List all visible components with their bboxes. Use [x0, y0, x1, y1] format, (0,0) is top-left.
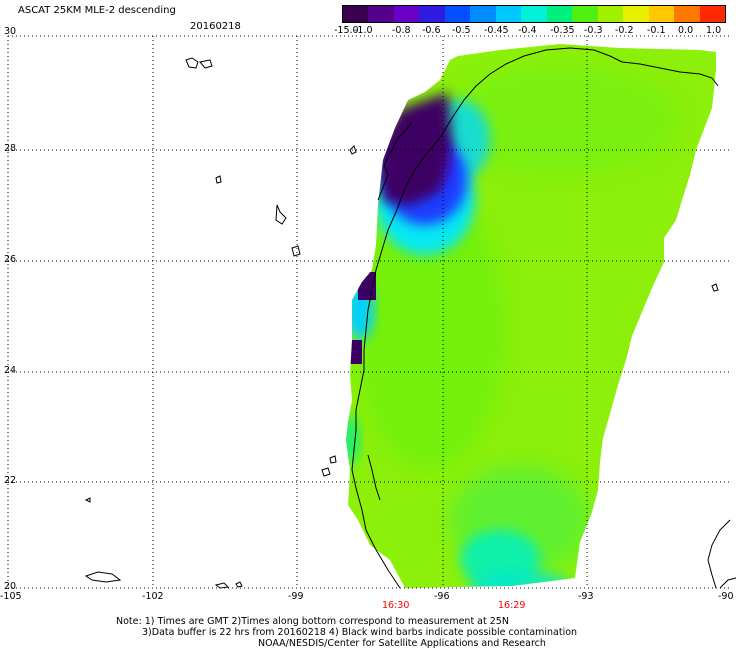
note-line-1: Note: 1) Times are GMT 2)Times along bot… — [116, 616, 509, 627]
colorbar-swatch — [674, 6, 700, 22]
colorbar-swatch — [597, 6, 624, 22]
lon-label--90: -90 — [718, 591, 734, 602]
note-line-3: NOAA/NESDIS/Center for Satellite Applica… — [258, 638, 546, 649]
colorbar — [342, 5, 726, 23]
colorbar-swatch — [495, 6, 522, 22]
colorbar-label: -0.45 — [484, 25, 509, 36]
colorbar-swatch — [572, 6, 598, 22]
colorbar-swatch — [546, 6, 573, 22]
note-line-2: 3)Data buffer is 22 hrs from 20160218 4)… — [142, 627, 578, 638]
lon-label--99: -99 — [288, 591, 304, 602]
colorbar-swatch — [444, 6, 471, 22]
plot-frame — [7, 36, 730, 589]
colorbar-label: 0.0 — [678, 25, 694, 36]
colorbar-label: -0.2 — [615, 25, 634, 36]
time-label-2: 16:29 — [498, 600, 526, 611]
latitude-gridlines — [8, 35, 730, 483]
colorbar-swatch — [368, 6, 394, 22]
colorbar-label: -0.6 — [422, 25, 441, 36]
colorbar-label: -1.0 — [354, 25, 373, 36]
lat-label-20: 20 — [4, 581, 17, 592]
product-title: ASCAT 25KM MLE-2 descending — [18, 5, 176, 16]
time-label-1: 16:30 — [382, 600, 410, 611]
colorbar-label: -0.35 — [550, 25, 575, 36]
colorbar-swatch — [623, 6, 649, 22]
colorbar-label: -0.1 — [647, 25, 666, 36]
colorbar-swatch — [343, 6, 369, 22]
lon-label--105: -105 — [0, 591, 22, 602]
wind-field-swath — [346, 44, 716, 588]
longitude-gridlines — [152, 36, 588, 588]
lon-label--96: -96 — [434, 591, 450, 602]
coastline — [351, 47, 737, 589]
colorbar-label: 1.0 — [706, 25, 722, 36]
lat-label-30: 30 — [4, 26, 17, 37]
product-date: 20160218 — [190, 21, 241, 32]
colorbar-label: -0.8 — [392, 25, 411, 36]
colorbar-label: -0.4 — [518, 25, 537, 36]
lat-label-26: 26 — [4, 254, 17, 265]
colorbar-label: -0.5 — [452, 25, 471, 36]
colorbar-label: -15.0 — [334, 25, 359, 36]
colorbar-swatch — [521, 6, 547, 22]
colorbar-label: -0.3 — [584, 25, 603, 36]
lat-label-22: 22 — [4, 475, 17, 486]
lat-label-24: 24 — [4, 365, 17, 376]
colorbar-swatch — [648, 6, 675, 22]
islands — [84, 57, 719, 589]
lon-label--102: -102 — [142, 591, 164, 602]
colorbar-swatch — [470, 6, 496, 22]
lat-label-28: 28 — [4, 143, 17, 154]
colorbar-swatch — [393, 6, 420, 22]
colorbar-swatch — [419, 6, 445, 22]
lon-label--93: -93 — [578, 591, 594, 602]
colorbar-swatch — [699, 6, 726, 22]
